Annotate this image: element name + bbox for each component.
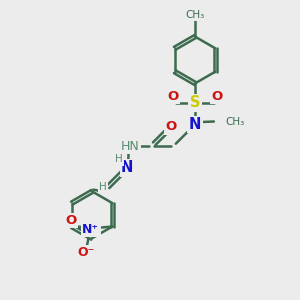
- Text: H: H: [115, 154, 123, 164]
- Text: CH₃: CH₃: [185, 10, 205, 20]
- Text: O⁻: O⁻: [78, 246, 95, 259]
- Text: N⁺: N⁺: [82, 223, 99, 236]
- Text: H: H: [99, 182, 107, 192]
- Text: S: S: [190, 95, 200, 110]
- Text: HN: HN: [121, 140, 140, 153]
- Text: CH₃: CH₃: [225, 116, 244, 127]
- Text: N: N: [121, 160, 134, 175]
- Text: O: O: [212, 90, 223, 103]
- Text: O: O: [167, 90, 178, 103]
- Text: N: N: [189, 117, 201, 132]
- Text: O: O: [65, 214, 76, 227]
- Text: O: O: [165, 120, 176, 133]
